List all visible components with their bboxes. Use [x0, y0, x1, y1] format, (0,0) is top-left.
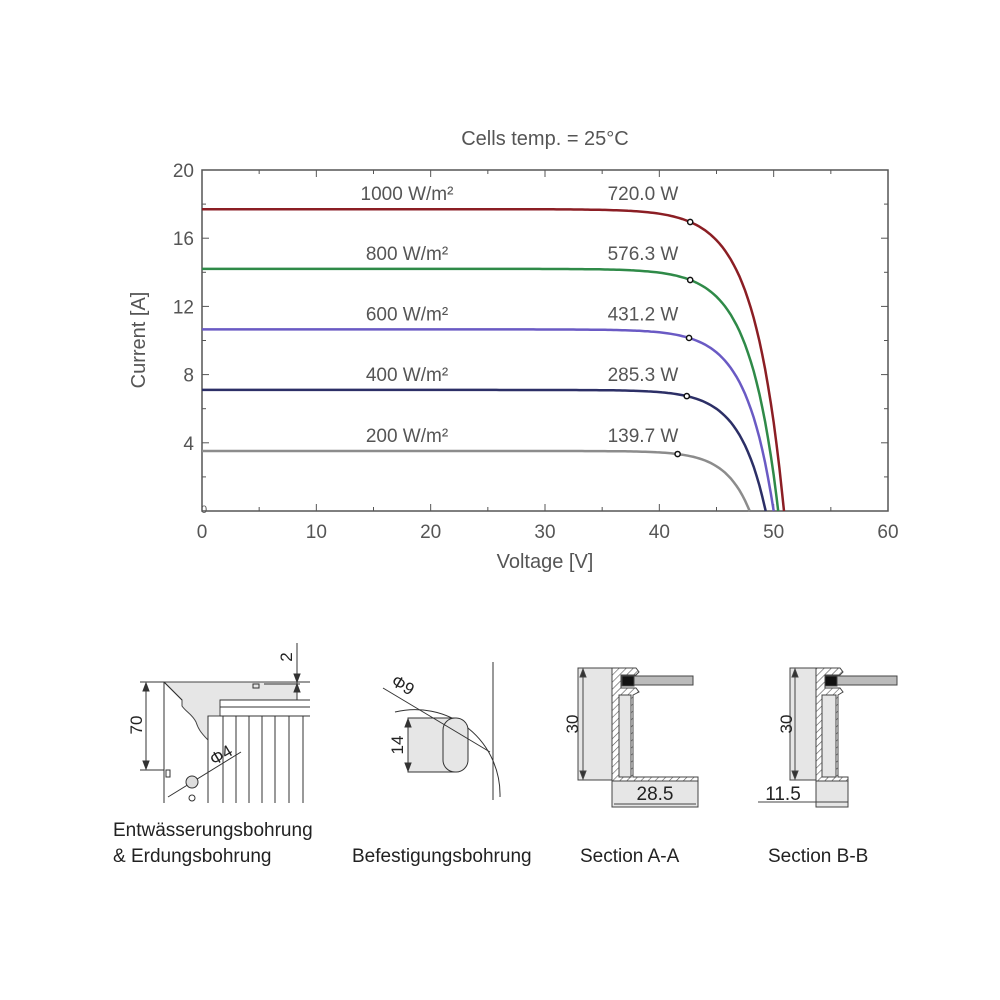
x-tick-label: 30 [534, 522, 555, 543]
drain-hole-drawing [140, 643, 310, 803]
chart-title: Cells temp. = 25°C [461, 128, 629, 150]
x-tick-label: 40 [649, 522, 670, 543]
irradiance-label: 200 W/m² [366, 426, 448, 447]
mounting-hole-drawing [382, 662, 501, 800]
irradiance-label: 800 W/m² [366, 244, 448, 265]
mpp-point [685, 334, 693, 342]
mpp-point [674, 450, 681, 458]
x-tick-label: 20 [420, 522, 441, 543]
section-b-drawing [758, 667, 898, 808]
power-label: 431.2 W [608, 304, 679, 325]
mpp-point [686, 218, 694, 226]
section-a-dim-28-5: 28.5 [637, 784, 674, 805]
curves: 1000 W/m² 720.0 W 800 W/m² 576.3 W 600 W/m² 4… [202, 184, 786, 512]
iv-curve-200 [202, 449, 751, 512]
mpp-point [686, 276, 694, 284]
plot-frame [201, 169, 889, 512]
power-label: 139.7 W [608, 426, 679, 447]
irradiance-label: 600 W/m² [366, 304, 448, 325]
iv-curve-600 [202, 328, 775, 512]
x-tick-label: 0 [197, 522, 208, 543]
power-label: 285.3 W [608, 365, 679, 386]
iv-curve-1000 [202, 207, 786, 512]
section-a-drawing [577, 667, 699, 808]
mpp-point [683, 392, 691, 400]
power-label: 576.3 W [608, 244, 679, 265]
section-b-dim-30: 30 [777, 715, 796, 734]
y-axis-label: Current [A] [128, 292, 150, 389]
drain-caption-2: & Erdungsbohrung [113, 846, 271, 867]
mount-caption: Befestigungsbohrung [352, 846, 532, 867]
iv-curve-800 [202, 267, 780, 512]
axis-ticks: 0 10 20 30 40 50 60 4 8 12 16 20 [173, 161, 899, 543]
section-a-caption: Section A-A [580, 846, 680, 867]
x-tick-label: 60 [877, 522, 898, 543]
y-tick-label: 4 [183, 434, 194, 455]
y-origin-label: 0 [201, 504, 207, 516]
dim-height-70: 70 [127, 716, 146, 735]
y-tick-label: 16 [173, 229, 194, 250]
x-tick-label: 10 [306, 522, 327, 543]
irradiance-label: 1000 W/m² [361, 184, 454, 205]
y-tick-label: 20 [173, 161, 194, 182]
dim-hole-d4: Φ4 [206, 741, 236, 769]
section-b-caption: Section B-B [768, 846, 868, 867]
drain-caption-1: Entwässerungsbohrung [113, 820, 313, 841]
power-label: 720.0 W [608, 184, 679, 205]
section-b-dim-11-5: 11.5 [765, 784, 801, 805]
y-tick-label: 8 [183, 366, 194, 387]
dim-slot-14: 14 [388, 736, 407, 755]
y-tick-label: 12 [173, 297, 194, 318]
section-a-dim-30: 30 [563, 715, 582, 734]
irradiance-label: 400 W/m² [366, 365, 448, 386]
x-tick-label: 50 [763, 522, 784, 543]
dim-top-2: 2 [277, 652, 296, 661]
dim-diameter-d9: Φ9 [388, 671, 418, 699]
iv-curve-400 [202, 388, 767, 512]
x-axis-label: Voltage [V] [497, 551, 594, 573]
